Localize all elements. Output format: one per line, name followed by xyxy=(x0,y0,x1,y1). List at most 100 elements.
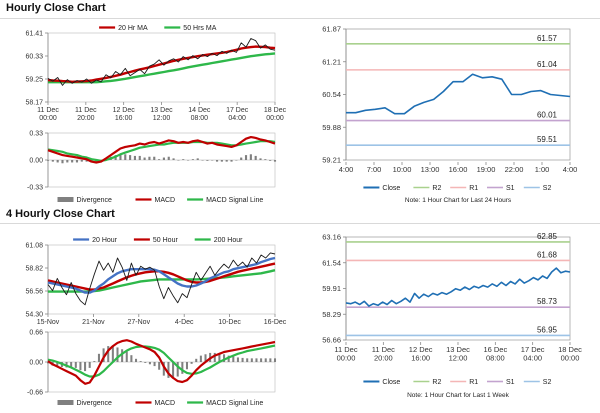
x-tick-label: 17 Dec 04:00 xyxy=(226,107,249,122)
divergence-bar xyxy=(144,362,147,363)
price-line xyxy=(47,252,276,306)
divergence-bar xyxy=(186,160,190,161)
x-tick-label: 12 Dec 16:00 xyxy=(113,107,136,122)
divergence-bar xyxy=(93,361,96,362)
divergence-bar xyxy=(196,158,199,160)
legend-label-macd-signal-line: MACD Signal Line xyxy=(206,197,263,204)
y-tick-label: -0.66 xyxy=(27,390,43,397)
section-divider xyxy=(0,223,600,224)
pivot-level-label: 61.04 xyxy=(537,60,558,69)
divergence-bar xyxy=(85,160,88,162)
x-tick-label: 22:00 xyxy=(505,165,524,174)
divergence-bar xyxy=(227,355,230,362)
four-hourly-section-title: 4 Hourly Close Chart xyxy=(6,208,115,220)
divergence-bar xyxy=(181,362,184,374)
divergence-bar xyxy=(260,358,263,362)
pivot-level-label: 61.68 xyxy=(537,250,558,259)
legend-label-macd-signal-line: MACD Signal Line xyxy=(206,400,263,407)
divergence-bar xyxy=(134,358,138,362)
legend-label-close: Close xyxy=(382,379,400,386)
divergence-bar xyxy=(264,159,267,160)
legend-label-20-hour: 20 Hour xyxy=(92,237,118,244)
x-tick-label: 16-Dec xyxy=(264,319,287,326)
y-tick-label: 63.16 xyxy=(322,233,341,242)
divergence-bar xyxy=(71,160,74,163)
x-tick-label: 11 Dec 20:00 xyxy=(75,107,97,122)
divergence-bar xyxy=(218,353,221,362)
divergence-bar xyxy=(158,159,161,160)
legend-label-r1: R1 xyxy=(469,379,478,386)
x-tick-label: 13 Dec 12:00 xyxy=(150,107,173,122)
pivot-level-label: 58.73 xyxy=(537,297,558,306)
x-tick-label: 19:00 xyxy=(477,165,496,174)
divergence-bar xyxy=(130,355,133,362)
y-tick-label: -0.33 xyxy=(27,185,43,192)
divergence-bar xyxy=(269,160,272,161)
four-hourly-price-chart: 61.08 58.82 56.56 54.30 20 Hour 50 Hour 200 Ho… xyxy=(25,237,287,326)
divergence-bar xyxy=(84,362,87,372)
divergence-bar xyxy=(56,362,59,367)
divergence-bar xyxy=(167,156,170,160)
divergence-bar xyxy=(56,160,59,163)
divergence-bar xyxy=(107,346,110,362)
y-tick-label: 54.30 xyxy=(25,312,43,319)
x-tick-label: 21-Nov xyxy=(82,319,105,326)
divergence-bar xyxy=(244,155,248,160)
ma-line-20-hr-ma xyxy=(47,45,276,83)
divergence-bar xyxy=(246,358,249,362)
pivot-level-label: 62.85 xyxy=(537,232,558,241)
y-tick-label: 60.33 xyxy=(25,54,43,61)
y-tick-label: 0.00 xyxy=(29,360,43,367)
divergence-bar xyxy=(185,362,189,370)
x-tick-label: 12 Dec 16:00 xyxy=(409,345,433,363)
pivot-level-label: 60.01 xyxy=(537,111,558,120)
divergence-bar xyxy=(259,158,262,160)
divergence-bar xyxy=(133,155,137,160)
legend-label-macd: MACD xyxy=(155,197,176,204)
x-tick-label: 7:00 xyxy=(367,165,382,174)
divergence-bar xyxy=(250,358,253,362)
macd-line xyxy=(47,136,276,164)
pivot-level-label: 59.51 xyxy=(537,135,558,144)
legend-label-s2: S2 xyxy=(543,379,552,386)
pivot-level-label: 61.57 xyxy=(537,34,558,43)
divergence-bar xyxy=(125,351,128,362)
x-tick-label: 4:00 xyxy=(563,165,578,174)
divergence-bar xyxy=(191,159,194,160)
divergence-bar xyxy=(225,160,228,162)
divergence-bar xyxy=(240,157,243,160)
legend-label-divergence: Divergence xyxy=(77,197,113,204)
divergence-bar xyxy=(273,358,277,362)
chart-note: Note: 1 Hour Chart for Last 1 Week xyxy=(407,392,510,399)
divergence-bar xyxy=(236,357,239,362)
divergence-bar xyxy=(177,160,180,161)
legend-label-s2: S2 xyxy=(543,185,552,192)
y-tick-label: 59.21 xyxy=(322,156,341,165)
x-tick-label: 11 Dec 20:00 xyxy=(372,345,395,363)
x-tick-label: 13 Dec 12:00 xyxy=(446,345,470,363)
divergence-bar xyxy=(88,362,91,368)
divergence-bar xyxy=(158,362,161,370)
pivot-level-label: 56.95 xyxy=(537,325,558,334)
price-line xyxy=(47,38,276,86)
ma-line-50-hrs-ma xyxy=(48,52,276,84)
divergence-bar xyxy=(255,358,258,362)
divergence-bar xyxy=(172,362,175,378)
divergence-bar xyxy=(129,155,132,160)
y-tick-label: 0.33 xyxy=(29,131,43,138)
x-tick-label: 13:00 xyxy=(421,165,440,174)
divergence-bar xyxy=(75,160,79,163)
x-tick-label: 11 Dec 00:00 xyxy=(37,107,59,122)
divergence-bar xyxy=(148,362,151,365)
legend-label-divergence: Divergence xyxy=(77,400,113,407)
divergence-bar xyxy=(190,362,193,364)
legend-label-close: Close xyxy=(382,185,400,192)
divergence-bar xyxy=(95,160,98,163)
x-tick-label: 18 Dec 00:00 xyxy=(264,107,287,122)
x-tick-label: 14 Dec 08:00 xyxy=(188,107,211,122)
divergence-bar xyxy=(121,349,124,362)
x-tick-label: 18 Dec 00:00 xyxy=(558,345,582,363)
x-tick-label: 15-Nov xyxy=(37,319,60,326)
legend-label-r2: R2 xyxy=(432,185,441,192)
divergence-bar xyxy=(230,160,233,162)
